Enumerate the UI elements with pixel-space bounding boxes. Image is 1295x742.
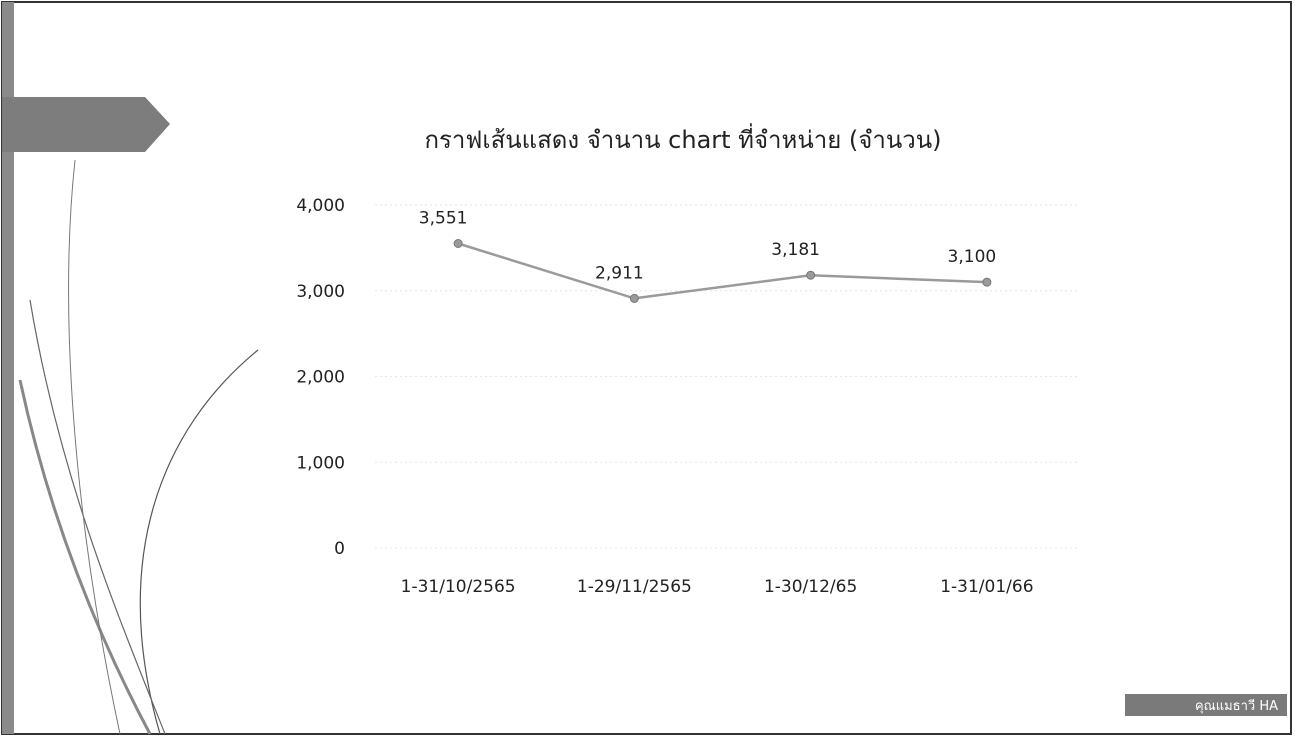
footer-badge-text: คุณแมธาวี HA	[1195, 698, 1278, 714]
data-label: 2,911	[595, 263, 644, 283]
chart-title: กราฟเส้นแสดง จำนาน chart ที่จำหน่าย (จำน…	[425, 123, 942, 154]
x-tick-label: 1-29/11/2565	[577, 577, 692, 597]
x-tick-label: 1-30/12/65	[764, 577, 857, 597]
footer-badge	[1125, 694, 1287, 716]
data-label: 3,551	[419, 209, 468, 229]
y-tick-label: 3,000	[296, 282, 345, 302]
data-label: 3,100	[948, 247, 997, 267]
y-tick-label: 0	[334, 539, 345, 559]
left-stripe	[2, 2, 14, 734]
data-point	[453, 239, 463, 249]
y-tick-label: 4,000	[296, 196, 345, 216]
decor-curve	[29, 299, 166, 735]
data-point	[629, 293, 639, 303]
series-line	[457, 242, 987, 300]
arrow-banner	[2, 97, 170, 152]
data-label: 3,181	[771, 240, 820, 260]
plot: 0 1,000 2,000 3,000 4,000 1-31/10/2565 1-29/11…	[296, 196, 1080, 597]
data-point	[982, 277, 992, 287]
y-tick-label: 2,000	[296, 368, 345, 388]
decor-curve	[68, 159, 121, 735]
data-point	[806, 270, 816, 280]
decor-curve	[18, 379, 152, 735]
y-tick-label: 1,000	[296, 453, 345, 473]
decor-curve	[139, 349, 259, 735]
x-tick-label: 1-31/10/2565	[401, 577, 516, 597]
x-tick-label: 1-31/01/66	[940, 577, 1033, 597]
